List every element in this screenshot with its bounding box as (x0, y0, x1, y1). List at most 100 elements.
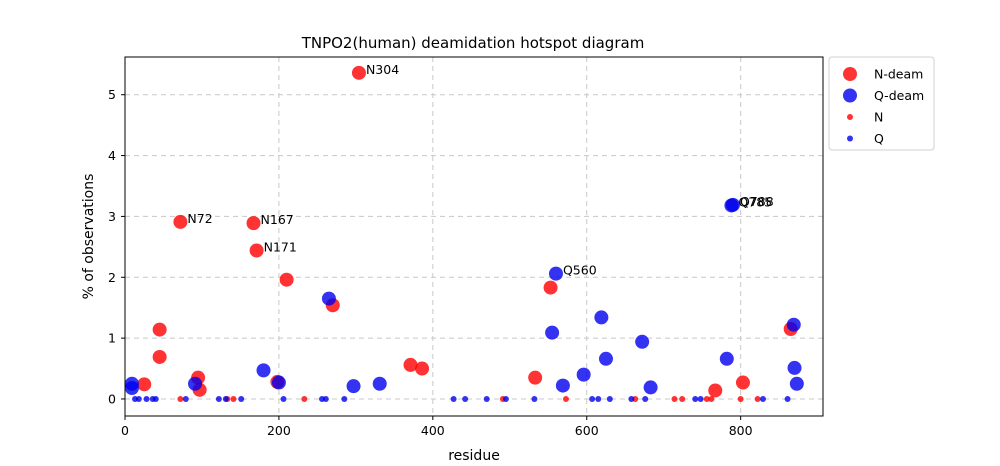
q-point (595, 395, 602, 402)
n-point (562, 395, 569, 402)
y-axis-title: % of observations (81, 174, 97, 300)
y-tick-label: 2 (108, 270, 116, 285)
q-deam-point (786, 317, 801, 332)
n-deam-point (543, 280, 558, 295)
point-label: N72 (187, 211, 212, 226)
n-deam-point (137, 377, 152, 392)
q-point (483, 395, 490, 402)
q-deam-point (321, 291, 336, 306)
q-point (238, 395, 245, 402)
n-deam-point (152, 349, 167, 364)
q-deam-point (271, 375, 286, 390)
q-deam-point (346, 379, 361, 394)
q-point (182, 395, 189, 402)
y-tick-label: 5 (108, 87, 116, 102)
q-point (697, 395, 704, 402)
x-tick-label: 200 (267, 423, 291, 438)
q-deam-point (725, 197, 740, 212)
q-point (531, 395, 538, 402)
q-point (143, 395, 150, 402)
legend: N-deam Q-deam NQ (828, 56, 935, 151)
n-deam-point (708, 383, 723, 398)
q-point (450, 395, 457, 402)
y-tick-label: 1 (108, 331, 116, 346)
n-point (708, 395, 715, 402)
q-deam-point (789, 376, 804, 391)
legend-label: N-deam (874, 67, 923, 82)
q-point (215, 395, 222, 402)
n-point (671, 395, 678, 402)
x-tick-label: 400 (421, 423, 445, 438)
n-deam-point (173, 214, 188, 229)
q-point (222, 395, 229, 402)
q-deam-point (545, 325, 560, 340)
q-deam-point (372, 376, 387, 391)
q-point (280, 395, 287, 402)
y-tick-label: 0 (108, 391, 116, 406)
y-tick-label: 4 (108, 148, 116, 163)
x-tick-label: 800 (729, 423, 753, 438)
n-deam-point (249, 243, 264, 258)
q-point (759, 395, 766, 402)
n-point (737, 395, 744, 402)
point-label: N167 (261, 212, 294, 227)
q-deam-point (188, 376, 203, 391)
q-deam-point (643, 380, 658, 395)
legend-label: N (874, 110, 883, 125)
q-point (628, 395, 635, 402)
n-point (301, 395, 308, 402)
n-deam-point (528, 370, 543, 385)
n-deam-point (279, 272, 294, 287)
n-deam-point (415, 361, 430, 376)
q-deam-point (548, 266, 563, 281)
q-deam-point (555, 378, 570, 393)
q-point (152, 395, 159, 402)
q-deam-point (635, 334, 650, 349)
q-deam-point (256, 363, 271, 378)
q-point (341, 395, 348, 402)
n-point (230, 395, 237, 402)
chart-title: TNPO2(human) deamidation hotspot diagram (301, 34, 645, 52)
n-deam-point (351, 65, 366, 80)
legend-box (828, 56, 935, 151)
q-point (502, 395, 509, 402)
q-point (462, 395, 469, 402)
n-deam-point (246, 216, 261, 231)
y-tick-label: 3 (108, 209, 116, 224)
n-point (703, 395, 710, 402)
legend-marker (847, 135, 853, 142)
legend-label: Q (874, 131, 884, 146)
q-deam-point (124, 381, 139, 396)
q-point (642, 395, 649, 402)
point-label: Q788 (740, 194, 774, 209)
point-label: Q785 (738, 194, 772, 209)
n-point (679, 395, 686, 402)
point-label: Q560 (563, 263, 597, 278)
q-deam-point (576, 367, 591, 382)
n-deam-point (403, 357, 418, 372)
q-point (322, 395, 329, 402)
legend-marker (847, 114, 853, 120)
axis-ticks: 0 200 400 600 800 0 1 2 3 4 5 (108, 87, 753, 438)
x-tick-label: 600 (575, 423, 599, 438)
q-point (589, 395, 596, 402)
plot-frame (124, 56, 824, 417)
n-deam-point (152, 322, 167, 337)
q-point (784, 395, 791, 402)
legend-marker (843, 67, 857, 81)
point-label: N304 (366, 62, 399, 77)
legend-label: Q-deam (874, 88, 924, 103)
q-point (692, 395, 699, 402)
n-deam-point (735, 375, 750, 390)
x-tick-label: 0 (121, 423, 129, 438)
q-point (135, 395, 142, 402)
grid (125, 57, 823, 416)
legend-marker (843, 88, 857, 103)
data-points (124, 65, 804, 402)
q-deam-point (787, 360, 802, 375)
x-axis-title: residue (448, 448, 500, 464)
n-point (754, 395, 761, 402)
point-label: N171 (264, 239, 297, 254)
